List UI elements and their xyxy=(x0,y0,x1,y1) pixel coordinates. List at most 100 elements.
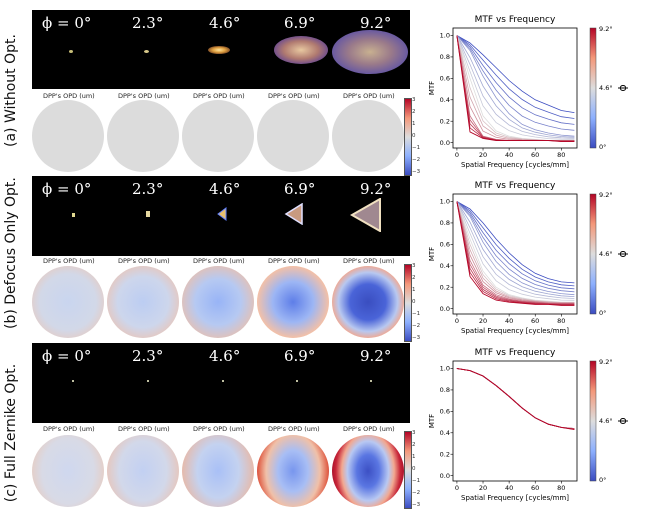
opd-label-a1: DPP's OPD (um) xyxy=(118,92,170,100)
mtf-xtick: 60 xyxy=(531,317,539,325)
opd-tick-a4: −1 xyxy=(412,145,421,151)
opd-label-b0: DPP's OPD (um) xyxy=(43,257,95,265)
phi-label-b1: 2.3° xyxy=(132,180,164,198)
opd-disk-c1 xyxy=(107,435,179,507)
opd-label-c3: DPP's OPD (um) xyxy=(268,425,320,433)
opd-disk-b2 xyxy=(182,266,254,338)
phi-label-c3: 6.9° xyxy=(284,347,316,365)
mtf-xtick: 0 xyxy=(455,484,459,492)
mtf-xtick: 0 xyxy=(455,317,459,325)
mtf-curve xyxy=(456,368,575,430)
opd-label-a3: DPP's OPD (um) xyxy=(268,92,320,100)
mtf-series-group-a xyxy=(456,35,575,143)
row-c: (c) Full Zernike Opt. ϕ = 0° 2.3° 4.6° 6… xyxy=(0,343,649,528)
mtf-cbar-tick-top-c: 9.2° xyxy=(599,358,613,366)
mtf-chart-c: MTF vs Frequency 0.0 0.2 0.4 0.6 0.8 1.0… xyxy=(428,348,629,502)
psf-spot-a4 xyxy=(332,30,408,74)
mtf-ytick: 0.6 xyxy=(440,408,450,416)
mtf-curve xyxy=(456,35,575,141)
mtf-cbar-label-a: ϕ xyxy=(616,84,629,91)
mtf-colorbar-b xyxy=(589,193,597,315)
opd-tick-c3: 0 xyxy=(412,466,416,472)
mtf-ytick: 0.8 xyxy=(440,219,450,227)
mtf-curve xyxy=(456,368,575,429)
psf-spot-b3 xyxy=(284,203,303,225)
row-b-label-text: (b) Defocus Only Opt. xyxy=(3,177,19,329)
mtf-curve xyxy=(456,368,575,429)
mtf-ytick: 0.6 xyxy=(440,75,450,83)
row-a-label: (a) Without Opt. xyxy=(0,10,22,175)
mtf-curve xyxy=(456,35,575,140)
mtf-ylabel-c: MTF xyxy=(428,414,436,428)
mtf-ytick: 0.0 xyxy=(440,305,450,313)
phi-label-2: 4.6° xyxy=(209,14,241,32)
mtf-cbar-tick-bot-b: 0° xyxy=(599,309,606,317)
mtf-curve xyxy=(456,35,575,143)
opd-tick-a6: −3 xyxy=(412,169,421,175)
opd-tick-b1: 2 xyxy=(412,275,416,281)
phi-label-b2: 4.6° xyxy=(209,180,241,198)
mtf-curve xyxy=(456,35,575,142)
mtf-yticks-c: 0.0 0.2 0.4 0.6 0.8 1.0 xyxy=(440,365,450,480)
mtf-yticks-a: 0.0 0.2 0.4 0.6 0.8 1.0 xyxy=(440,32,450,147)
psf-spot-a0 xyxy=(69,50,73,53)
mtf-xticks-a: 0 20 40 60 80 xyxy=(455,151,566,159)
opd-disk-a0 xyxy=(32,100,104,172)
opd-tick-c0: 3 xyxy=(412,430,416,436)
opd-disk-b0 xyxy=(32,266,104,338)
phi-label-c2: 4.6° xyxy=(209,347,241,365)
mtf-xticks-c: 0 20 40 60 80 xyxy=(455,484,566,492)
opd-disk-c3 xyxy=(257,435,329,507)
mtf-curve xyxy=(456,35,575,141)
mtf-curve xyxy=(456,201,575,293)
mtf-curve xyxy=(456,368,575,429)
mtf-chart-a: MTF vs Frequency 0.0 0.2 0.4 0.6 0.8 1.0… xyxy=(428,15,629,169)
mtf-xtick: 20 xyxy=(479,317,487,325)
opd-disk-a1 xyxy=(107,100,179,172)
psf-spot-c1 xyxy=(147,380,149,382)
mtf-curve xyxy=(456,368,575,429)
mtf-xlabel-c: Spatial Frequency [cycles/mm] xyxy=(461,494,569,502)
mtf-curve xyxy=(456,368,575,429)
row-a-label-text: (a) Without Opt. xyxy=(3,34,19,147)
psf-spot-a3 xyxy=(274,36,328,64)
mtf-curve xyxy=(456,35,575,137)
row-b: (b) Defocus Only Opt. ϕ = 0° 2.3° 4.6° 6… xyxy=(0,176,649,343)
psf-spot-c4 xyxy=(370,380,372,382)
mtf-colorbar-c xyxy=(589,360,597,482)
mtf-xtick: 80 xyxy=(557,151,565,159)
mtf-ytick: 1.0 xyxy=(440,198,450,206)
row-b-label: (b) Defocus Only Opt. xyxy=(0,176,22,343)
mtf-xtick: 40 xyxy=(505,317,513,325)
mtf-curve xyxy=(456,368,575,429)
opd-label-a4: DPP's OPD (um) xyxy=(343,92,395,100)
mtf-xlabel-a: Spatial Frequency [cycles/mm] xyxy=(461,161,569,169)
mtf-cbar-tick-bot-c: 0° xyxy=(599,476,606,484)
opd-tick-b5: −2 xyxy=(412,323,421,329)
mtf-ytick: 0.6 xyxy=(440,241,450,249)
opd-disk-b3 xyxy=(257,266,329,338)
mtf-curve xyxy=(456,201,575,287)
opd-colorbar-c xyxy=(404,431,412,509)
mtf-curve xyxy=(456,201,575,303)
opd-label-b3: DPP's OPD (um) xyxy=(268,257,320,265)
mtf-curve xyxy=(456,35,575,141)
mtf-curve xyxy=(456,35,575,125)
mtf-cbar-tick-mid-a: 4.6° xyxy=(599,84,613,92)
mtf-ytick: 0.4 xyxy=(440,96,450,104)
mtf-series-group-b xyxy=(456,201,575,306)
opd-label-b1: DPP's OPD (um) xyxy=(118,257,170,265)
psf-spot-c0 xyxy=(72,380,74,382)
phi-label-c0: ϕ = 0° xyxy=(42,347,92,365)
mtf-ylabel-b: MTF xyxy=(428,247,436,261)
mtf-curve xyxy=(456,201,575,306)
mtf-curve xyxy=(456,368,575,431)
opd-disk-a4 xyxy=(332,100,404,172)
mtf-curve xyxy=(456,368,575,430)
mtf-cbar-tick-bot-a: 0° xyxy=(599,143,606,151)
psf-spot-c3 xyxy=(296,380,298,382)
psf-spot-a2 xyxy=(208,46,230,54)
phi-label-b4: 9.2° xyxy=(360,180,392,198)
opd-colorbar-b xyxy=(404,264,412,342)
opd-tick-a2: 1 xyxy=(412,121,416,127)
